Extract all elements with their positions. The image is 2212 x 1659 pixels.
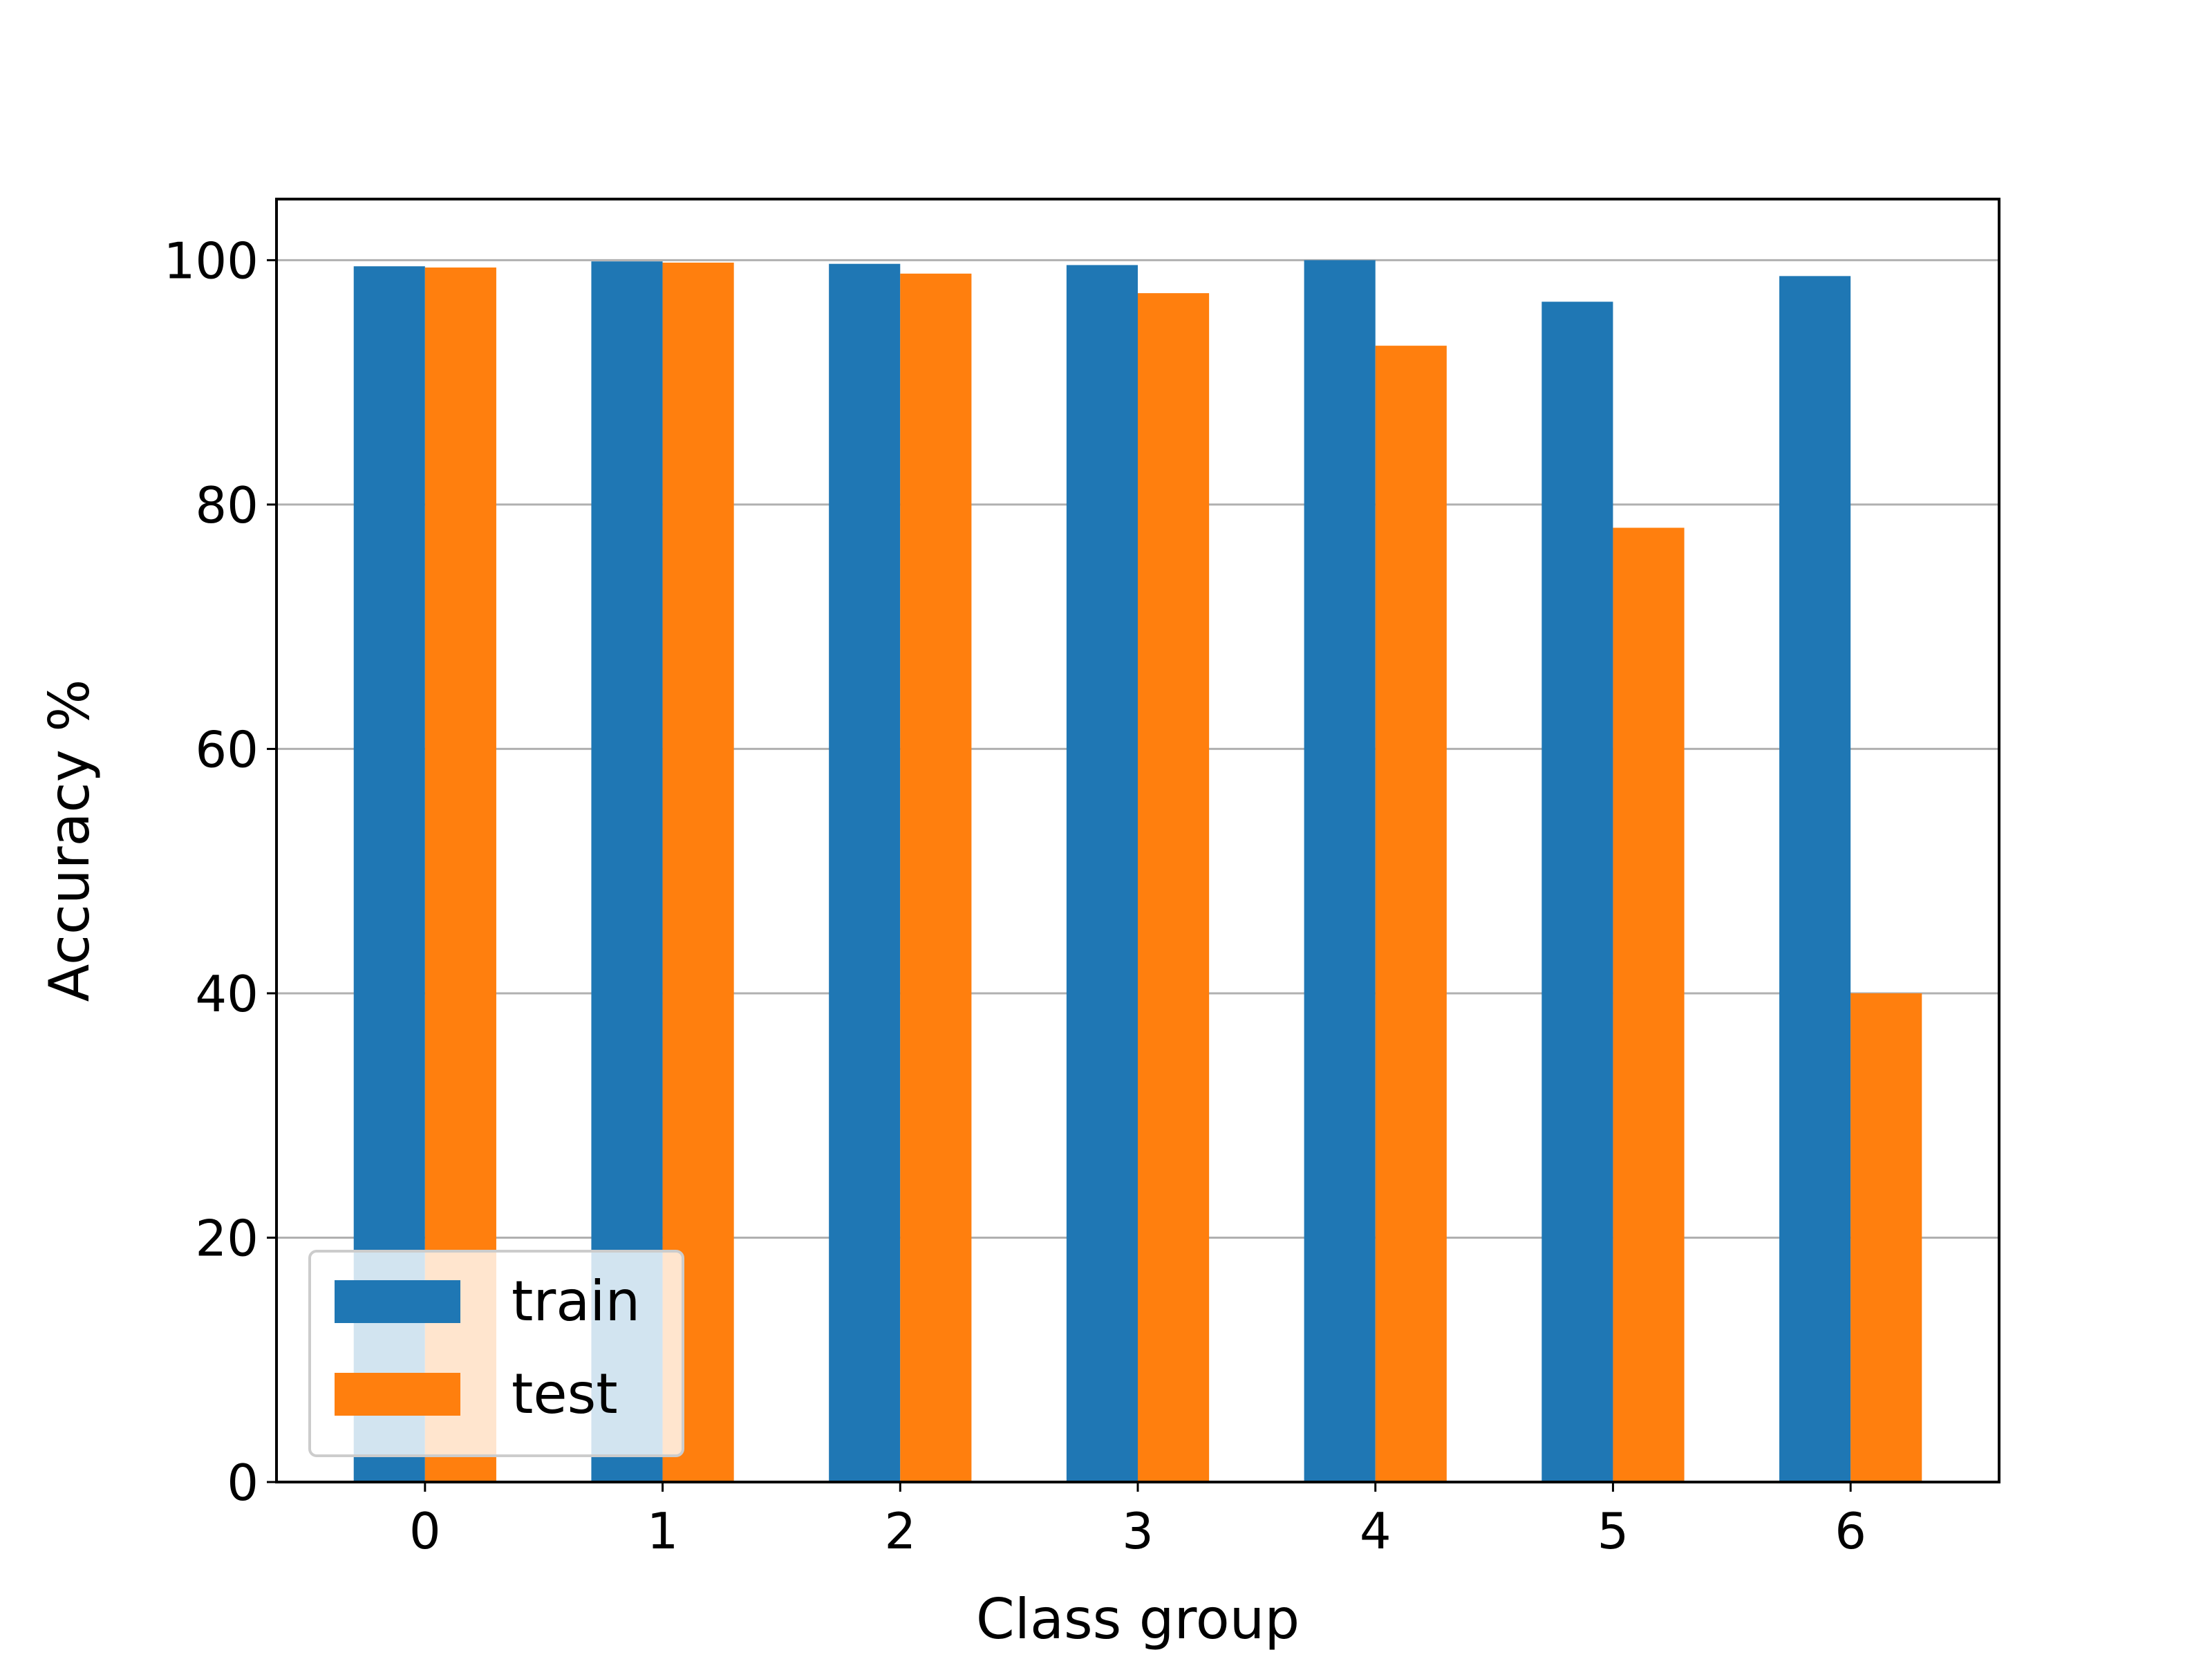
legend-swatch-test [335, 1373, 460, 1416]
y-tick-label: 100 [164, 232, 259, 290]
y-axis-label: Accuracy % [37, 679, 102, 1002]
bar-test [900, 273, 972, 1483]
bar-test [1375, 346, 1447, 1483]
x-tick-label: 2 [884, 1502, 916, 1560]
legend-label-test: test [512, 1362, 618, 1426]
x-tick-label: 4 [1360, 1502, 1391, 1560]
bar-train [1066, 265, 1138, 1482]
bar-test [1850, 993, 1922, 1482]
x-axis-label: Class group [976, 1587, 1300, 1651]
bar-test [1613, 527, 1685, 1482]
y-tick-label: 80 [195, 476, 259, 534]
x-tick-label: 0 [409, 1502, 441, 1560]
legend: train test [308, 1250, 684, 1457]
axis-ticks: 0 20 40 60 80 100 0 1 2 3 4 5 6 [164, 232, 1867, 1560]
x-tick-label: 5 [1597, 1502, 1629, 1560]
y-tick-label: 0 [227, 1454, 259, 1512]
x-tick-label: 6 [1835, 1502, 1866, 1560]
bar-train [1779, 276, 1851, 1482]
y-tick-label: 60 [195, 720, 259, 778]
bar-train [829, 263, 901, 1482]
bar-train [1304, 260, 1376, 1482]
bar-train [1541, 301, 1613, 1483]
bar-test [1138, 293, 1210, 1482]
x-tick-label: 3 [1122, 1502, 1154, 1560]
legend-label-train: train [512, 1269, 640, 1333]
legend-swatch-train [335, 1280, 460, 1323]
y-tick-label: 20 [195, 1209, 259, 1267]
x-tick-label: 1 [647, 1502, 679, 1560]
y-tick-label: 40 [195, 965, 259, 1023]
